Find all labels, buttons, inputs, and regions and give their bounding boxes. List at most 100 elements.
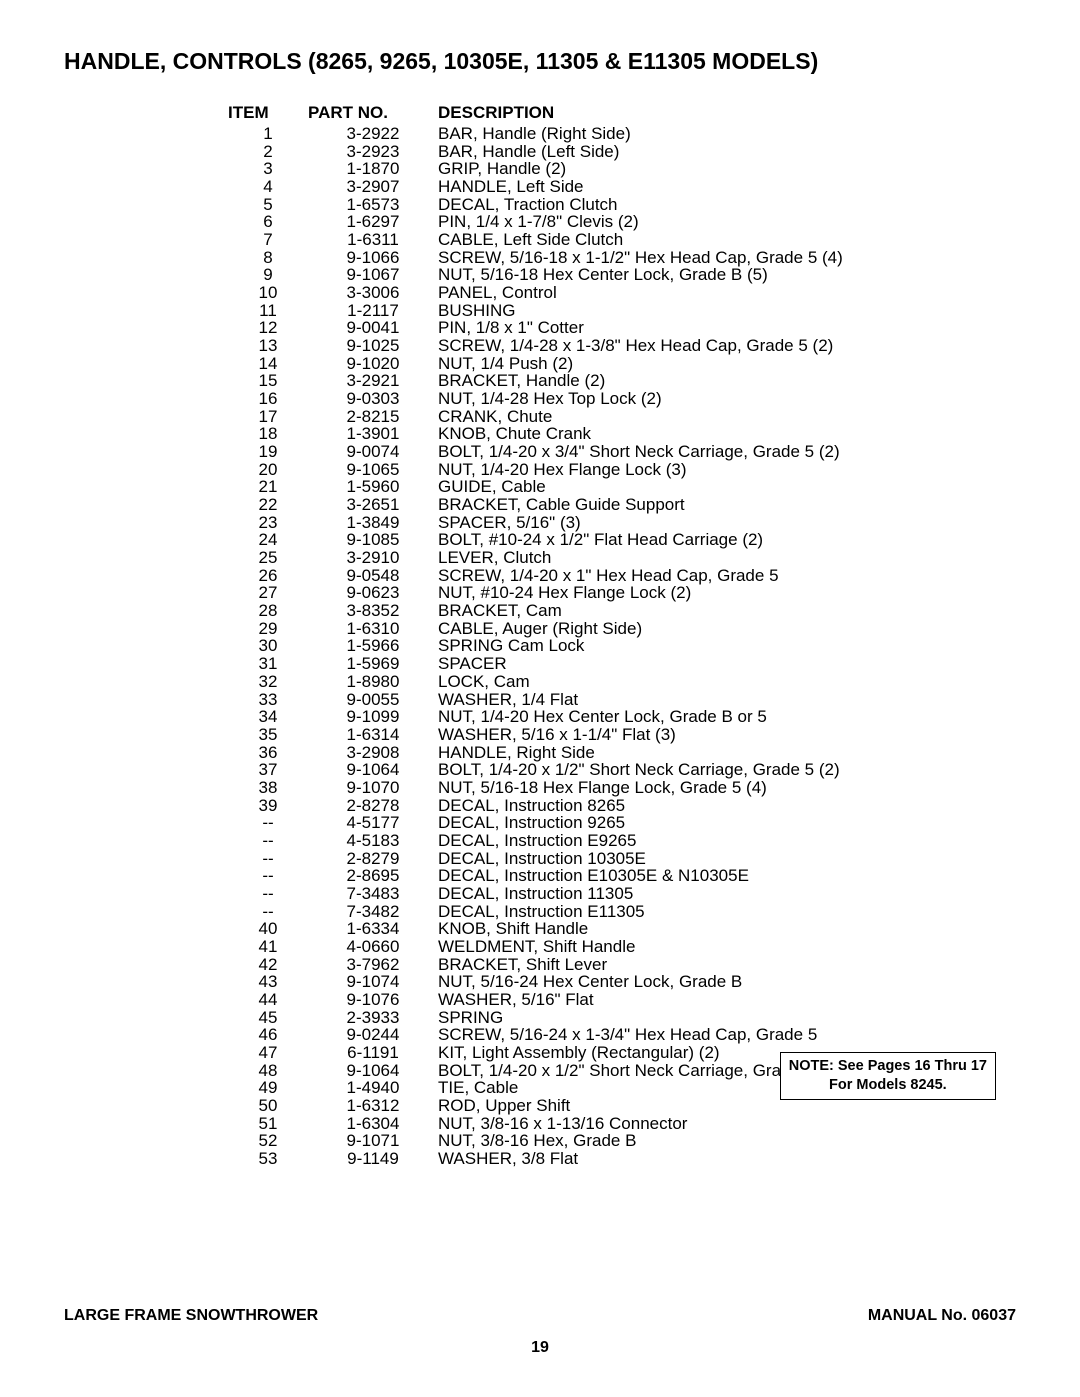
- cell-desc: PIN, 1/8 x 1" Cotter: [438, 319, 1016, 337]
- table-row: 23-2923BAR, Handle (Left Side): [228, 143, 1016, 161]
- cell-item: 11: [228, 302, 308, 320]
- cell-item: 21: [228, 478, 308, 496]
- cell-part: 1-6310: [308, 620, 438, 638]
- table-row: 529-1071NUT, 3/8-16 Hex, Grade B: [228, 1132, 1016, 1150]
- cell-desc: WASHER, 5/16 x 1-1/4" Flat (3): [438, 726, 1016, 744]
- cell-desc: BOLT, #10-24 x 1/2" Flat Head Carriage (…: [438, 531, 1016, 549]
- cell-part: 9-0055: [308, 691, 438, 709]
- cell-item: 41: [228, 938, 308, 956]
- cell-desc: NUT, 3/8-16 Hex, Grade B: [438, 1132, 1016, 1150]
- cell-part: 1-3849: [308, 514, 438, 532]
- cell-desc: NUT, 3/8-16 x 1-13/16 Connector: [438, 1115, 1016, 1133]
- cell-part: 1-6312: [308, 1097, 438, 1115]
- cell-desc: NUT, 1/4-28 Hex Top Lock (2): [438, 390, 1016, 408]
- cell-part: 9-1020: [308, 355, 438, 373]
- cell-part: 9-1064: [308, 1062, 438, 1080]
- table-row: --4-5177DECAL, Instruction 9265: [228, 814, 1016, 832]
- cell-desc: BOLT, 1/4-20 x 1/2" Short Neck Carriage,…: [438, 761, 1016, 779]
- table-row: 283-8352BRACKET, Cam: [228, 602, 1016, 620]
- table-row: 339-0055WASHER, 1/4 Flat: [228, 691, 1016, 709]
- cell-desc: SCREW, 1/4-28 x 1-3/8" Hex Head Cap, Gra…: [438, 337, 1016, 355]
- table-row: 209-1065NUT, 1/4-20 Hex Flange Lock (3): [228, 461, 1016, 479]
- cell-part: 9-1066: [308, 249, 438, 267]
- cell-desc: LEVER, Clutch: [438, 549, 1016, 567]
- table-header: ITEM PART NO. DESCRIPTION: [228, 103, 1016, 123]
- cell-item: 34: [228, 708, 308, 726]
- cell-part: 2-3933: [308, 1009, 438, 1027]
- table-row: 223-2651BRACKET, Cable Guide Support: [228, 496, 1016, 514]
- table-row: 291-6310CABLE, Auger (Right Side): [228, 620, 1016, 638]
- cell-part: 9-1067: [308, 266, 438, 284]
- cell-item: 2: [228, 143, 308, 161]
- cell-item: 6: [228, 213, 308, 231]
- header-part: PART NO.: [308, 103, 438, 123]
- note-line-1: NOTE: See Pages 16 Thru 17: [789, 1057, 987, 1076]
- cell-item: 9: [228, 266, 308, 284]
- cell-item: 7: [228, 231, 308, 249]
- cell-desc: BRACKET, Shift Lever: [438, 956, 1016, 974]
- table-row: 351-6314WASHER, 5/16 x 1-1/4" Flat (3): [228, 726, 1016, 744]
- cell-desc: GUIDE, Cable: [438, 478, 1016, 496]
- cell-desc: DECAL, Instruction 10305E: [438, 850, 1016, 868]
- page-number: 19: [64, 1339, 1016, 1357]
- cell-part: 9-1065: [308, 461, 438, 479]
- cell-desc: BAR, Handle (Right Side): [438, 125, 1016, 143]
- cell-desc: CABLE, Left Side Clutch: [438, 231, 1016, 249]
- cell-item: 44: [228, 991, 308, 1009]
- table-row: 414-0660WELDMENT, Shift Handle: [228, 938, 1016, 956]
- cell-desc: HANDLE, Right Side: [438, 744, 1016, 762]
- cell-item: 37: [228, 761, 308, 779]
- table-row: 211-5960GUIDE, Cable: [228, 478, 1016, 496]
- cell-desc: KNOB, Shift Handle: [438, 920, 1016, 938]
- table-row: --4-5183DECAL, Instruction E9265: [228, 832, 1016, 850]
- cell-item: 51: [228, 1115, 308, 1133]
- footer-right: MANUAL No. 06037: [868, 1307, 1016, 1325]
- cell-part: 6-1191: [308, 1044, 438, 1062]
- cell-item: --: [228, 903, 308, 921]
- cell-part: 3-2923: [308, 143, 438, 161]
- cell-part: 3-2910: [308, 549, 438, 567]
- note-box: NOTE: See Pages 16 Thru 17 For Models 82…: [780, 1052, 996, 1100]
- table-row: 469-0244SCREW, 5/16-24 x 1-3/4" Hex Head…: [228, 1026, 1016, 1044]
- table-row: 311-5969SPACER: [228, 655, 1016, 673]
- cell-item: 17: [228, 408, 308, 426]
- cell-item: 16: [228, 390, 308, 408]
- cell-item: 12: [228, 319, 308, 337]
- cell-desc: DECAL, Instruction 9265: [438, 814, 1016, 832]
- cell-part: 3-3006: [308, 284, 438, 302]
- cell-part: 9-1025: [308, 337, 438, 355]
- table-row: 392-8278DECAL, Instruction 8265: [228, 797, 1016, 815]
- cell-item: 1: [228, 125, 308, 143]
- cell-item: --: [228, 850, 308, 868]
- cell-item: --: [228, 885, 308, 903]
- cell-part: 4-0660: [308, 938, 438, 956]
- cell-desc: DECAL, Instruction 8265: [438, 797, 1016, 815]
- cell-item: 40: [228, 920, 308, 938]
- cell-part: 7-3482: [308, 903, 438, 921]
- table-row: 31-1870GRIP, Handle (2): [228, 160, 1016, 178]
- cell-desc: BAR, Handle (Left Side): [438, 143, 1016, 161]
- table-row: 253-2910LEVER, Clutch: [228, 549, 1016, 567]
- table-row: 269-0548SCREW, 1/4-20 x 1" Hex Head Cap,…: [228, 567, 1016, 585]
- cell-part: 1-6314: [308, 726, 438, 744]
- table-row: --2-8279DECAL, Instruction 10305E: [228, 850, 1016, 868]
- cell-part: 2-8695: [308, 867, 438, 885]
- cell-part: 9-1149: [308, 1150, 438, 1168]
- table-row: 249-1085BOLT, #10-24 x 1/2" Flat Head Ca…: [228, 531, 1016, 549]
- cell-part: 1-1870: [308, 160, 438, 178]
- table-row: 51-6573DECAL, Traction Clutch: [228, 196, 1016, 214]
- cell-desc: GRIP, Handle (2): [438, 160, 1016, 178]
- cell-part: 9-0303: [308, 390, 438, 408]
- cell-part: 1-5966: [308, 637, 438, 655]
- cell-part: 9-0548: [308, 567, 438, 585]
- cell-part: 1-8980: [308, 673, 438, 691]
- cell-item: 38: [228, 779, 308, 797]
- cell-desc: HANDLE, Left Side: [438, 178, 1016, 196]
- cell-item: 20: [228, 461, 308, 479]
- cell-part: 1-6573: [308, 196, 438, 214]
- cell-part: 1-5960: [308, 478, 438, 496]
- cell-desc: DECAL, Instruction E11305: [438, 903, 1016, 921]
- cell-part: 1-4940: [308, 1079, 438, 1097]
- cell-part: 3-8352: [308, 602, 438, 620]
- cell-item: 8: [228, 249, 308, 267]
